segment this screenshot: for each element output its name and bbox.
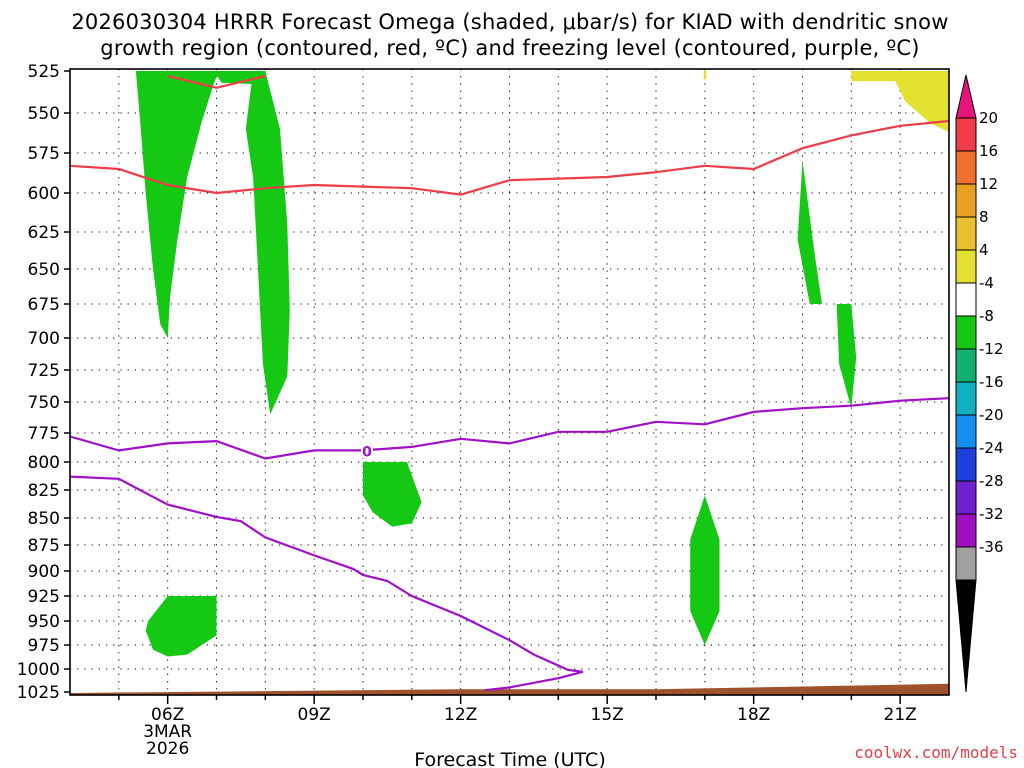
colorbar-segment-3: [955, 216, 977, 251]
contour-lines: 0: [70, 74, 949, 692]
x-tick-sublabel-1: 2026: [146, 739, 189, 759]
y-tick-label-1025: 1025: [17, 683, 60, 703]
terrain-layer: [70, 683, 949, 695]
colorbar-label--24: -24: [979, 439, 1004, 457]
y-tick-label-850: 850: [28, 509, 60, 529]
colorbar-label-20: 20: [979, 109, 998, 127]
y-tick-label-550: 550: [28, 104, 60, 124]
freezing-level-contour: [70, 397, 949, 460]
colorbar-label--8: -8: [979, 307, 994, 325]
y-tick-label-675: 675: [28, 295, 60, 315]
x-tick-label-18Z: 18Z: [737, 705, 770, 725]
colorbar-segment-4: [955, 249, 977, 284]
colorbar-top-arrow: [955, 74, 977, 119]
colorbar-bottom-arrow: [955, 579, 977, 693]
colorbar-segment-2: [955, 183, 977, 218]
colorbar-segment-10: [955, 447, 977, 482]
omega-region-5: [690, 495, 720, 645]
y-tick-label-625: 625: [28, 223, 60, 243]
colorbar-segment-5: [955, 282, 977, 317]
y-tick-label-825: 825: [28, 481, 60, 501]
colorbar-label-12: 12: [979, 175, 998, 193]
y-tick-label-700: 700: [28, 329, 60, 349]
chart-title-line-1: 2026030304 HRRR Forecast Omega (shaded, …: [71, 10, 948, 34]
x-tick-label-09Z: 09Z: [298, 705, 331, 725]
dgz-bottom-contour: [70, 119, 949, 196]
y-tick-label-1000: 1000: [17, 660, 60, 680]
y-tick-label-725: 725: [28, 361, 60, 381]
y-tick-label-875: 875: [28, 536, 60, 556]
dgz-top-contour: [167, 74, 266, 89]
gridlines: [70, 69, 949, 695]
colorbar-segment-13: [955, 546, 977, 581]
colorbar-segment-7: [955, 348, 977, 383]
x-tick-label-15Z: 15Z: [591, 705, 624, 725]
colorbar-label--28: -28: [979, 472, 1004, 490]
omega-region-7: [836, 304, 857, 409]
y-tick-label-800: 800: [28, 453, 60, 473]
omega-region-9: [703, 71, 707, 80]
freezing-level-contour-label: 0: [362, 444, 372, 460]
colorbar-segment-8: [955, 381, 977, 416]
omega-region-8: [851, 71, 949, 133]
omega-region-0: [135, 71, 219, 338]
colorbar-segment-11: [955, 480, 977, 515]
colorbar-label--32: -32: [979, 505, 1004, 523]
colorbar-segment-6: [955, 315, 977, 350]
y-tick-label-775: 775: [28, 424, 60, 444]
colorbar-segment-0: [955, 117, 977, 152]
colorbar-label-16: 16: [979, 142, 998, 160]
omega-region-3: [145, 596, 217, 657]
y-tick-label-925: 925: [28, 587, 60, 607]
colorbar-segment-9: [955, 414, 977, 449]
colorbar-segment-1: [955, 150, 977, 185]
x-axis-label: Forecast Time (UTC): [414, 749, 605, 768]
colorbar-label-8: 8: [979, 208, 989, 226]
colorbar-label--36: -36: [979, 538, 1004, 556]
y-tick-label-650: 650: [28, 260, 60, 280]
colorbar-label-4: 4: [979, 241, 989, 259]
x-tick-label-06Z: 06Z: [151, 705, 184, 725]
chart-title-line-2: growth region (contoured, red, ºC) and f…: [100, 36, 919, 60]
credit-text: coolwx.com/models: [854, 743, 1018, 762]
x-tick-sublabel-0: 3MAR: [143, 722, 192, 742]
y-tick-label-575: 575: [28, 144, 60, 164]
colorbar-label--16: -16: [979, 373, 1004, 391]
y-axis-ticks: 525 550 575 600 625 650 675 700 725 750 775 800 825 8…: [17, 62, 70, 703]
y-tick-label-900: 900: [28, 562, 60, 582]
colorbar-segment-12: [955, 513, 977, 548]
y-tick-label-950: 950: [28, 612, 60, 632]
terrain: [70, 683, 949, 695]
y-tick-label-600: 600: [28, 184, 60, 204]
freezing-label-background: [361, 443, 373, 459]
x-tick-label-12Z: 12Z: [444, 705, 477, 725]
omega-region-2: [245, 71, 290, 415]
colorbar-label--12: -12: [979, 340, 1004, 358]
omega-region-4: [363, 462, 422, 527]
colorbar-label--20: -20: [979, 406, 1004, 424]
freezing-level-lower-contour: [70, 475, 584, 692]
colorbar: 20 16 12 8 4 -4 -8 -12 -16 -20 -24 -28 -32 -36: [955, 74, 1004, 693]
y-tick-label-975: 975: [28, 636, 60, 656]
y-tick-label-525: 525: [28, 62, 60, 82]
x-tick-label-21Z: 21Z: [884, 705, 917, 725]
omega-region-6: [797, 161, 822, 304]
y-tick-label-750: 750: [28, 393, 60, 413]
omega-shaded-regions: [135, 71, 949, 657]
colorbar-label--4: -4: [979, 274, 994, 292]
